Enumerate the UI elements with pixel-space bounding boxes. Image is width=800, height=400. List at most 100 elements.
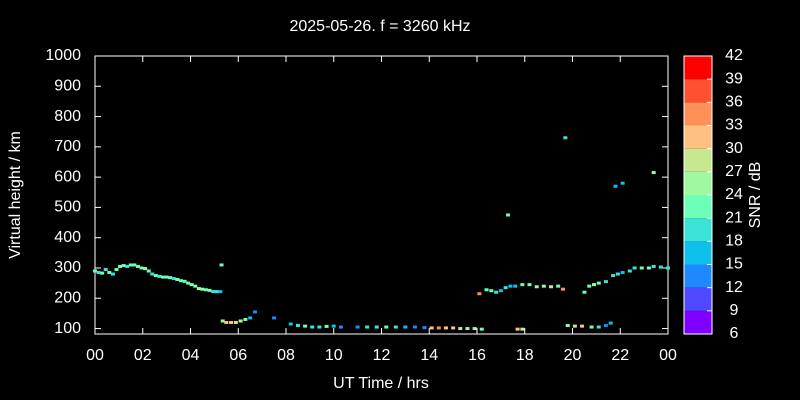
data-point [515, 327, 520, 331]
x-tick-label: 06 [229, 347, 247, 364]
data-point [658, 265, 663, 269]
data-point [451, 326, 456, 330]
data-point [125, 264, 130, 268]
data-point [317, 325, 322, 329]
y-tick-label: 1000 [45, 47, 81, 64]
data-point [527, 283, 532, 287]
y-tick-label: 100 [54, 320, 81, 337]
data-point [182, 279, 187, 283]
colorbar-band [684, 195, 712, 219]
data-point [603, 280, 608, 284]
data-point [458, 327, 463, 331]
data-point [200, 287, 205, 291]
data-point [422, 326, 427, 330]
colorbar-tick-label: 36 [725, 94, 743, 111]
data-point [615, 272, 620, 276]
data-point [193, 284, 198, 288]
x-tick-label: 20 [564, 347, 582, 364]
data-point [107, 271, 112, 275]
data-point [582, 290, 587, 294]
x-tick-label: 02 [134, 347, 152, 364]
data-point [143, 267, 148, 271]
data-point [443, 326, 448, 330]
data-point [303, 324, 308, 328]
data-point [229, 320, 234, 324]
x-tick-label: 22 [611, 347, 629, 364]
plot-frame [94, 55, 669, 335]
data-point [135, 264, 140, 268]
y-tick-label: 400 [54, 229, 81, 246]
data-point [233, 320, 238, 324]
colorbar-band [684, 310, 712, 334]
y-tick-label: 800 [54, 108, 81, 125]
colorbar-band [684, 171, 712, 195]
x-tick-label: 18 [516, 347, 534, 364]
colorbar-band [684, 241, 712, 265]
data-point [132, 263, 137, 267]
data-point [479, 327, 484, 331]
data-point [513, 284, 518, 288]
data-point [520, 283, 525, 287]
x-tick-label: 14 [420, 347, 438, 364]
data-point [436, 326, 441, 330]
data-point [93, 269, 97, 273]
x-tick-label: 00 [86, 347, 104, 364]
data-point [596, 325, 601, 329]
data-point [164, 275, 169, 279]
y-axis-label: Virtual height / km [7, 131, 24, 259]
data-point [498, 289, 503, 293]
data-point [295, 324, 300, 328]
data-point [591, 283, 596, 287]
data-point [565, 324, 570, 328]
chart-title: 2025-05-26. f = 3260 kHz [289, 18, 470, 35]
data-point [121, 264, 126, 268]
data-point [161, 275, 166, 279]
data-point [110, 272, 115, 276]
data-point [477, 292, 482, 296]
data-point [489, 289, 494, 293]
data-point [666, 266, 670, 270]
colorbar-band [684, 102, 712, 126]
data-point [207, 288, 212, 292]
data-point [620, 181, 625, 185]
y-tick-label: 300 [54, 259, 81, 276]
data-point [355, 325, 360, 329]
data-point [310, 325, 315, 329]
data-point [494, 290, 499, 294]
y-tick-label: 500 [54, 199, 81, 216]
data-point [611, 274, 616, 278]
data-point [613, 184, 618, 188]
colorbar-tick-label: 24 [725, 186, 743, 203]
colorbar-tick-label: 18 [725, 233, 743, 250]
x-tick-label: 00 [659, 347, 677, 364]
data-point [632, 266, 637, 270]
data-point [412, 325, 417, 329]
x-axis-label: UT Time / hrs [333, 375, 429, 392]
data-point [589, 325, 594, 329]
data-point [365, 325, 370, 329]
data-point [178, 279, 183, 283]
x-tick-label: 04 [182, 347, 200, 364]
colorbar-band [684, 56, 712, 80]
colorbar-tick-label: 30 [725, 140, 743, 157]
colorbar-tick-label: 33 [725, 117, 743, 134]
data-point [651, 264, 656, 268]
colorbar-tick-label: 39 [725, 70, 743, 87]
data-point [331, 324, 336, 328]
data-point [549, 285, 554, 289]
data-point [238, 319, 243, 323]
data-point [189, 283, 194, 287]
data-point [157, 274, 162, 278]
data-point [220, 319, 225, 323]
data-point [608, 321, 613, 325]
colorbar-band [684, 287, 712, 311]
data-point [175, 277, 180, 281]
y-tick-label: 900 [54, 78, 81, 95]
data-point [563, 136, 568, 140]
data-point [556, 284, 561, 288]
data-point [520, 327, 525, 331]
data-point [560, 287, 565, 291]
data-point [465, 327, 470, 331]
x-tick-label: 12 [373, 347, 391, 364]
data-point [338, 325, 343, 329]
